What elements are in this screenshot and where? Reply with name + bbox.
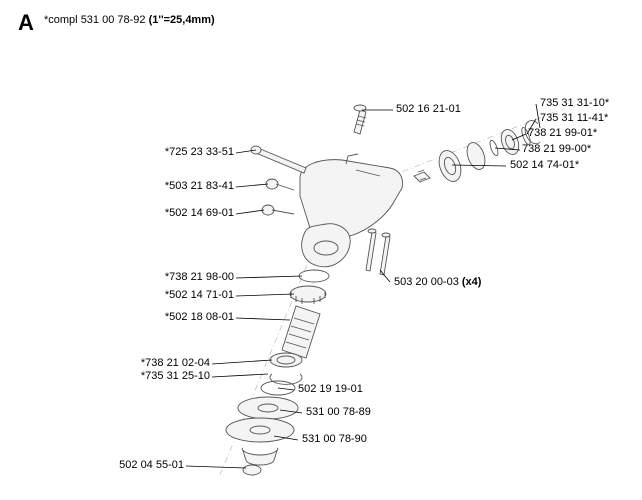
part-label: 531 00 78-90 — [302, 433, 367, 445]
part-upper-left — [251, 146, 306, 215]
part-label-qty: (x4) — [462, 276, 482, 288]
part-label: 735 31 11-41* — [540, 112, 608, 124]
part-side-screws — [366, 229, 390, 275]
part-label-code: 503 20 00-03 — [394, 276, 462, 288]
part-label: 503 20 00-03 (x4) — [394, 276, 481, 288]
part-label: *738 21 98-00 — [156, 271, 234, 283]
part-label: 502 14 74-01* — [510, 159, 579, 171]
part-label: 531 00 78-89 — [306, 406, 371, 418]
part-label: 502 04 55-01 — [110, 459, 184, 471]
part-label: *502 18 08-01 — [156, 311, 234, 323]
part-top-bolt — [354, 105, 366, 134]
part-label: *502 14 69-01 — [156, 207, 234, 219]
part-label: 738 21 99-00* — [522, 143, 591, 155]
part-label: *502 14 71-01 — [156, 289, 234, 301]
part-label: *738 21 02-04 — [132, 357, 210, 369]
part-label: *725 23 33-51 — [156, 146, 234, 158]
exploded-diagram — [0, 0, 642, 500]
part-label: 738 21 99-01* — [528, 127, 597, 139]
part-label: 735 31 31-10* — [540, 97, 609, 109]
part-label: *503 21 83-41 — [156, 180, 234, 192]
part-label: 502 19 19-01 — [298, 383, 363, 395]
part-label: 502 16 21-01 — [396, 103, 461, 115]
part-label: *735 31 25-10 — [132, 370, 210, 382]
